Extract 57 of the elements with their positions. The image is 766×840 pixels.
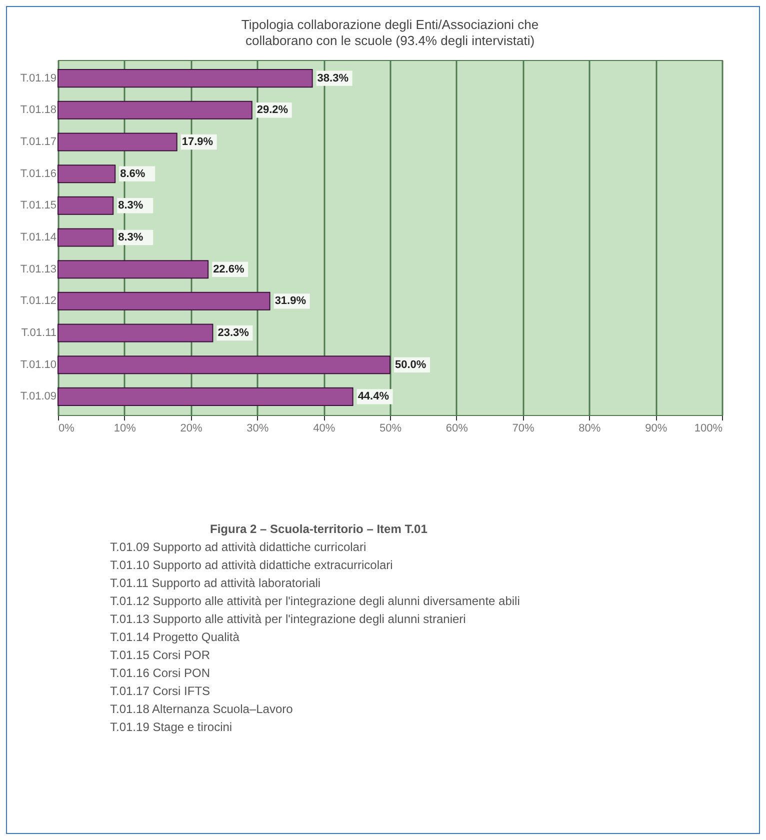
text: T.01.09 Supporto ad attività didattiche curricolari: [110, 539, 368, 556]
x-tick-label: 70%: [512, 422, 535, 434]
data-label: 23.3%: [218, 327, 250, 340]
bar: [58, 69, 313, 88]
x-tick-label: 20%: [180, 422, 203, 434]
text: T.01.12 Supporto alle attività per l'integrazione degli alunni diversamente abili: [110, 593, 520, 610]
data-label: 8.6%: [120, 168, 146, 180]
y-tick-label: T.01.17: [20, 136, 56, 148]
y-tick-label: T.01.10: [20, 358, 56, 371]
y-tick-label: T.01.16: [20, 168, 56, 180]
y-tick-label: T.01.18: [20, 104, 56, 116]
bar: [58, 196, 114, 215]
text: T.01.11 Supporto ad attività laboratoriali: [110, 575, 322, 592]
data-label: 8.3%: [118, 200, 144, 212]
bar: [58, 228, 114, 247]
x-tick-label: 90%: [645, 422, 668, 434]
text: T.01.17 Corsi IFTS: [110, 683, 212, 700]
bar: [58, 292, 270, 310]
data-label: 44.4%: [358, 390, 390, 403]
y-tick-label: T.01.09: [20, 390, 56, 403]
bar: [58, 164, 116, 184]
text: T.01.14 Progetto Qualità: [110, 629, 240, 646]
text: Figura 2 – Scuola-territorio – Item T.01: [210, 521, 428, 538]
text: T.01.15 Corsi POR: [110, 647, 212, 664]
x-tick-label: 30%: [246, 422, 269, 434]
y-tick-label: T.01.11: [21, 327, 56, 340]
x-tick-label: 0%: [58, 422, 75, 434]
y-tick-label: T.01.19: [20, 72, 56, 84]
data-label: 22.6%: [213, 263, 244, 276]
x-tick-label: 100%: [694, 422, 723, 434]
text: T.01.16 Corsi PON: [110, 665, 212, 682]
data-label: 29.2%: [256, 104, 288, 116]
y-tick-label: T.01.15: [20, 200, 56, 212]
x-tick-label: 40%: [313, 422, 336, 434]
x-tick-label: 80%: [578, 422, 601, 434]
bar: [58, 100, 252, 120]
y-tick-label: T.01.14: [20, 232, 56, 244]
chart-title: Tipologia collaborazione degli Enti/Associazioni che collaborano con le scuole (93.4% degli intervistati): [241, 17, 539, 48]
x-tick-label: 50%: [379, 422, 402, 434]
text: T.01.19 Stage e tirocini: [110, 719, 234, 736]
data-label: 31.9%: [274, 295, 306, 308]
data-label: 8.3%: [118, 232, 144, 244]
text: T.01.13 Supporto alle attività per l'integrazione degli alunni stranieri: [110, 611, 467, 628]
bar: [58, 387, 354, 406]
y-tick-label: T.01.12: [20, 295, 56, 308]
bar: [58, 132, 178, 152]
y-tick-label: T.01.13: [20, 263, 56, 276]
data-label: 50.0%: [395, 358, 426, 371]
bar: [58, 356, 390, 374]
x-tick-label: 60%: [446, 422, 468, 434]
bar: [58, 260, 209, 279]
text: T.01.10 Supporto ad attività didattiche extracurricolari: [110, 557, 394, 574]
bar: [58, 324, 214, 342]
data-label: 17.9%: [182, 136, 214, 148]
text: T.01.18 Alternanza Scuola–Lavoro: [110, 701, 294, 718]
x-tick-label: 10%: [114, 422, 136, 434]
data-label: 38.3%: [317, 72, 349, 84]
